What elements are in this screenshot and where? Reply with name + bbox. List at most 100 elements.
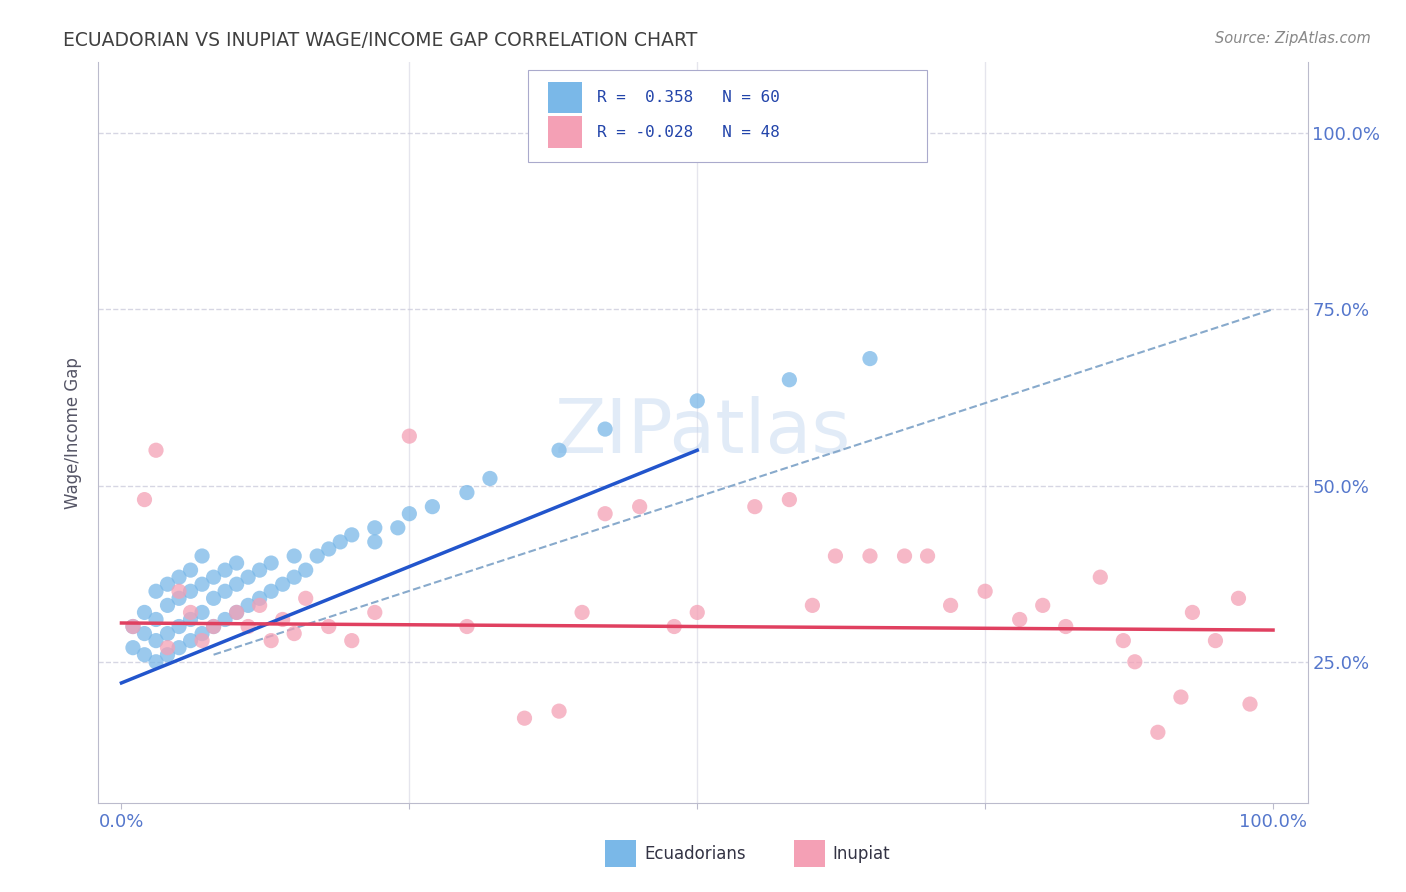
Point — [1204, 633, 1226, 648]
Point — [225, 556, 247, 570]
Point — [214, 563, 236, 577]
Point — [294, 563, 316, 577]
Point — [364, 606, 387, 620]
Point — [571, 606, 593, 620]
Text: R = -0.028   N = 48: R = -0.028 N = 48 — [596, 125, 779, 139]
Point — [122, 640, 145, 655]
Point — [156, 648, 179, 662]
Point — [1227, 591, 1250, 606]
Point — [318, 541, 340, 556]
Point — [191, 633, 214, 648]
Point — [167, 640, 190, 655]
Point — [249, 591, 271, 606]
Point — [236, 599, 259, 613]
Point — [156, 626, 179, 640]
Point — [271, 612, 294, 626]
Point — [191, 577, 214, 591]
Point — [191, 606, 214, 620]
Point — [134, 626, 156, 640]
Point — [859, 549, 882, 563]
Point — [283, 570, 305, 584]
Point — [294, 591, 316, 606]
Point — [329, 535, 352, 549]
Point — [364, 521, 387, 535]
FancyBboxPatch shape — [527, 70, 927, 162]
Point — [283, 626, 305, 640]
Point — [180, 563, 202, 577]
Point — [801, 599, 824, 613]
Point — [145, 633, 167, 648]
Point — [145, 584, 167, 599]
Point — [260, 633, 283, 648]
Point — [134, 492, 156, 507]
Point — [122, 619, 145, 633]
Point — [1112, 633, 1135, 648]
Point — [191, 626, 214, 640]
Point — [134, 606, 156, 620]
Text: ECUADORIAN VS INUPIAT WAGE/INCOME GAP CORRELATION CHART: ECUADORIAN VS INUPIAT WAGE/INCOME GAP CO… — [63, 31, 697, 50]
Point — [145, 612, 167, 626]
Point — [180, 633, 202, 648]
Point — [422, 500, 444, 514]
Point — [1032, 599, 1054, 613]
Point — [180, 584, 202, 599]
Point — [398, 429, 420, 443]
Point — [1170, 690, 1192, 704]
Point — [283, 549, 305, 563]
Point — [271, 577, 294, 591]
Point — [260, 556, 283, 570]
Point — [387, 521, 409, 535]
Point — [156, 599, 179, 613]
Point — [1054, 619, 1077, 633]
Point — [202, 591, 225, 606]
Point — [1147, 725, 1170, 739]
Point — [593, 422, 616, 436]
Y-axis label: Wage/Income Gap: Wage/Income Gap — [65, 357, 83, 508]
Text: Ecuadorians: Ecuadorians — [644, 845, 745, 863]
Point — [824, 549, 846, 563]
Point — [628, 500, 651, 514]
Point — [1008, 612, 1031, 626]
Text: ZIPatlas: ZIPatlas — [555, 396, 851, 469]
Text: R =  0.358   N = 60: R = 0.358 N = 60 — [596, 90, 779, 104]
Point — [167, 570, 190, 584]
Point — [859, 351, 882, 366]
Point — [167, 584, 190, 599]
Point — [364, 535, 387, 549]
Point — [398, 507, 420, 521]
Point — [686, 393, 709, 408]
Bar — [548, 117, 582, 147]
Point — [122, 619, 145, 633]
Point — [939, 599, 962, 613]
Point — [156, 577, 179, 591]
Point — [1090, 570, 1112, 584]
Point — [249, 563, 271, 577]
Point — [548, 704, 571, 718]
Point — [1181, 606, 1204, 620]
Point — [1123, 655, 1146, 669]
Point — [478, 471, 501, 485]
Text: Inupiat: Inupiat — [832, 845, 890, 863]
Point — [191, 549, 214, 563]
Point — [340, 528, 363, 542]
Point — [513, 711, 536, 725]
Point — [202, 619, 225, 633]
Point — [917, 549, 939, 563]
Point — [225, 606, 247, 620]
Point — [456, 485, 478, 500]
Point — [180, 612, 202, 626]
Point — [214, 612, 236, 626]
Point — [664, 619, 686, 633]
Point — [202, 570, 225, 584]
Point — [778, 492, 800, 507]
Point — [1239, 697, 1261, 711]
Point — [340, 633, 363, 648]
Point — [456, 619, 478, 633]
Point — [778, 373, 800, 387]
Point — [260, 584, 283, 599]
Point — [893, 549, 915, 563]
Point — [318, 619, 340, 633]
Point — [180, 606, 202, 620]
Point — [225, 606, 247, 620]
Text: Source: ZipAtlas.com: Source: ZipAtlas.com — [1215, 31, 1371, 46]
